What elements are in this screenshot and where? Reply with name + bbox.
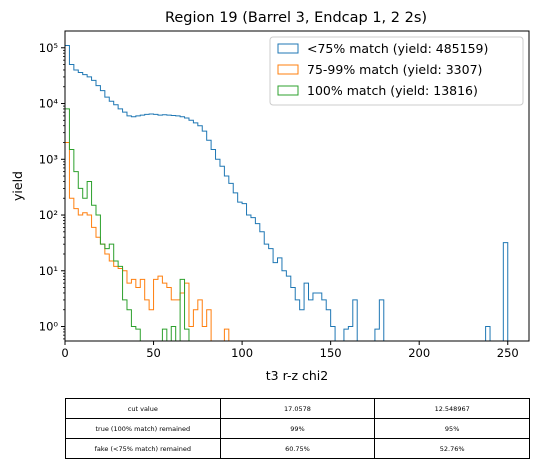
table-cell: cut value: [66, 399, 221, 419]
x-tick-label: 150: [320, 346, 342, 360]
legend-label: 75-99% match (yield: 3307): [307, 62, 482, 77]
table-cell: 60.75%: [220, 439, 375, 459]
chart-title: Region 19 (Barrel 3, Endcap 1, 2 2s): [165, 10, 427, 26]
table-cell: fake (<75% match) remained: [66, 439, 221, 459]
y-tick-label: 10⁴: [39, 97, 59, 111]
table-row: cut value 17.0578 12.548967: [66, 399, 530, 419]
y-tick-label: 10⁰: [39, 320, 59, 334]
x-tick-label: 50: [146, 346, 161, 360]
x-tick-label: 200: [408, 346, 430, 360]
table-cell: 95%: [375, 419, 530, 439]
x-tick-label: 100: [231, 346, 253, 360]
table-cell: 52.76%: [375, 439, 530, 459]
table-cell: 12.548967: [375, 399, 530, 419]
x-tick-label: 250: [497, 346, 519, 360]
legend-label: <75% match (yield: 485159): [307, 41, 488, 56]
table-cell: true (100% match) remained: [66, 419, 221, 439]
y-axis: 10⁰ 10¹ 10² 10³ 10⁴ 10⁵: [39, 41, 65, 339]
legend: <75% match (yield: 485159) 75-99% match (…: [270, 37, 523, 105]
series-line-2: [65, 109, 512, 341]
table-row: true (100% match) remained 99% 95%: [66, 419, 530, 439]
cut-table: cut value 17.0578 12.548967 true (100% matc…: [65, 398, 530, 459]
y-tick-label: 10¹: [39, 264, 58, 278]
legend-label: 100% match (yield: 13816): [307, 83, 478, 98]
x-axis-label: t3 r-z chi2: [266, 368, 328, 383]
table-row: fake (<75% match) remained 60.75% 52.76%: [66, 439, 530, 459]
chart: Region 19 (Barrel 3, Endcap 1, 2 2s) 0 50…: [0, 0, 539, 390]
x-tick-label: 0: [61, 346, 68, 360]
y-tick-label: 10³: [39, 152, 59, 166]
y-tick-label: 10⁵: [39, 41, 59, 55]
table-cell: 17.0578: [220, 399, 375, 419]
x-axis: 0 50 100 150 200 250: [61, 341, 518, 360]
series-line-1: [65, 143, 512, 342]
y-tick-label: 10²: [39, 208, 58, 222]
y-axis-label: yield: [10, 171, 25, 201]
table-cell: 99%: [220, 419, 375, 439]
